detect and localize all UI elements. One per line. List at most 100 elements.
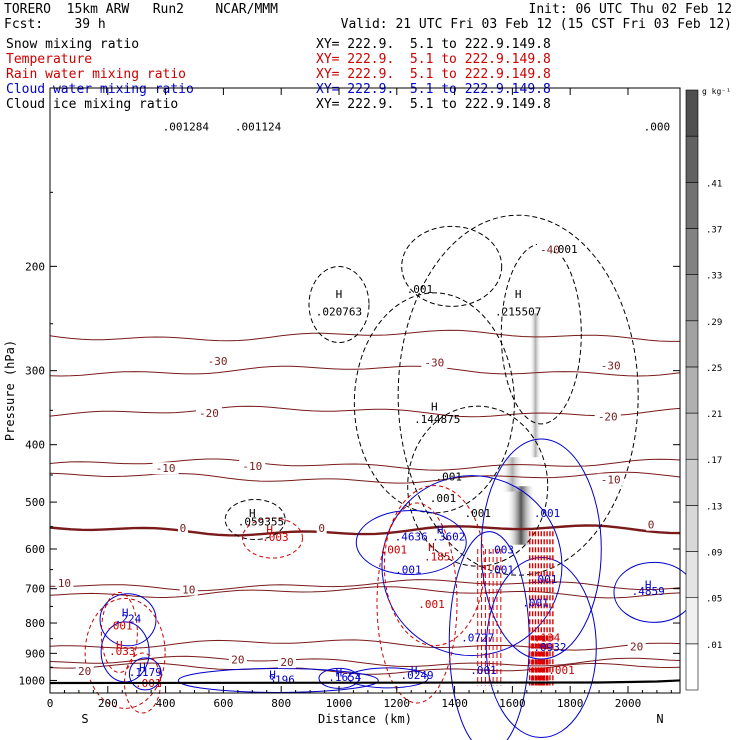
contour-16 xyxy=(177,667,379,693)
field-label-50: .001 xyxy=(548,664,575,677)
field-label-snow: Snow mixing ratio xyxy=(6,37,140,52)
temp-label-bg-16 xyxy=(75,665,94,678)
field-xy-rain: XY= 222.9. 5.1 to 222.9.149.8 xyxy=(316,67,551,82)
field-label-48: .0249 xyxy=(400,669,433,682)
y-tick-label-3: 500 xyxy=(25,496,45,509)
contour-4 xyxy=(407,405,549,567)
colorbar-level-7: .29 xyxy=(706,318,722,328)
field-label-24: H xyxy=(428,541,435,554)
colorbar-level-0: .01 xyxy=(706,641,722,651)
colorbar-level-4: .17 xyxy=(706,456,722,466)
field-label-15: .001 xyxy=(464,507,491,520)
colorbar-level-10: .41 xyxy=(706,179,722,189)
temp-label-bg-2 xyxy=(421,356,448,369)
contour-2 xyxy=(397,214,639,576)
colorbar-level-2: .09 xyxy=(706,549,722,559)
field-label-18: H xyxy=(266,524,273,537)
field-label-5: .020763 xyxy=(316,305,362,318)
x-tick-label-4: 800 xyxy=(271,697,291,710)
x-tick-label-6: 1200 xyxy=(384,697,411,710)
field-label-20: H xyxy=(437,524,444,537)
field-label-rain: Rain water mixing ratio xyxy=(6,67,187,82)
colorbar-swatch-7 xyxy=(685,320,699,368)
isotherm-0 xyxy=(49,329,680,342)
temp-label-bg-8 xyxy=(597,473,624,486)
field-label-42: .1179 xyxy=(129,666,162,679)
colorbar-level-9: .37 xyxy=(706,225,722,235)
contour-5 xyxy=(500,243,582,425)
temp-label-bg-3 xyxy=(597,359,624,372)
field-label-33: H xyxy=(122,607,129,620)
field-label-43: H xyxy=(269,668,276,681)
field-xy-temperature: XY= 222.9. 5.1 to 222.9.149.8 xyxy=(316,52,551,67)
colorbar-level-6: .25 xyxy=(706,364,722,374)
y-tick-label-7: 900 xyxy=(25,647,45,660)
field-label-14: .059355 xyxy=(238,516,284,529)
x-tick-label-9: 1800 xyxy=(557,697,584,710)
contour-1 xyxy=(353,292,515,514)
field-label-49: .001 xyxy=(470,664,497,677)
colorbar-swatch-12 xyxy=(685,89,699,137)
isotherm-1 xyxy=(49,365,681,377)
colorbar-swatch-8 xyxy=(685,274,699,322)
field-label-25: .185 xyxy=(424,551,451,564)
header-line2-left: Fcst: 39 h xyxy=(4,17,106,32)
field-label-44: .3196 xyxy=(262,673,295,686)
y-tick-label-8: 1000 xyxy=(19,674,46,687)
temp-label-10: 0 xyxy=(318,522,325,535)
field-label-13: H xyxy=(249,507,256,520)
x-tick-label-2: 400 xyxy=(156,697,176,710)
field-label-1: .001124 xyxy=(235,121,282,134)
contour-8 xyxy=(381,475,563,657)
temp-label-9: 0 xyxy=(180,522,187,535)
field-label-31: H xyxy=(645,579,652,592)
colorbar: .01 .05 .09 .13 .17 .21 .25 .29 .33 .37 .41 g kg⁻¹ xyxy=(685,87,731,691)
contour-18 xyxy=(347,667,429,689)
field-label-22: .001 xyxy=(381,543,408,556)
colorbar-swatch-9 xyxy=(685,228,699,275)
field-label-27: .001 xyxy=(488,564,515,577)
field-label-40: .0932 xyxy=(533,641,566,654)
temp-label-bg-15 xyxy=(277,656,296,669)
x-tick-label-0: 0 xyxy=(47,697,54,710)
field-label-10: .144875 xyxy=(414,413,460,426)
temp-label-13: 10 xyxy=(182,584,195,597)
field-label-19: .4636 xyxy=(395,530,428,543)
colorbar-swatch-1 xyxy=(685,597,699,645)
contour-23 xyxy=(84,597,166,709)
endpoint-left: S xyxy=(81,712,88,726)
field-label-29: .001 xyxy=(522,596,549,609)
colorbar-swatch-6 xyxy=(685,366,699,414)
temp-label-16: 20 xyxy=(78,665,91,678)
contour-15 xyxy=(128,657,162,691)
temp-label-bg-11 xyxy=(646,518,657,531)
contour-21 xyxy=(376,502,458,704)
field-label-28: .001 xyxy=(531,573,558,586)
y-tick-label-6: 800 xyxy=(25,617,45,630)
temp-label-bg-13 xyxy=(179,583,198,596)
field-label-36: .0727 xyxy=(461,632,494,645)
temp-label-1: -30 xyxy=(208,355,228,368)
contour-6 xyxy=(224,499,286,541)
x-tick-label-10: 2000 xyxy=(615,697,642,710)
temp-label-15: 20 xyxy=(280,656,293,669)
temp-label-bg-4 xyxy=(195,406,222,419)
y-tick-label-2: 400 xyxy=(25,439,45,452)
field-label-37: .134 xyxy=(534,632,561,645)
field-xy-cloud-ice: XY= 222.9. 5.1 to 222.9.149.8 xyxy=(316,97,551,112)
contour-20 xyxy=(383,485,485,647)
field-label-47: H xyxy=(411,664,418,677)
header-line2-right: Valid: 21 UTC Fri 03 Feb 12 (15 CST Fri … xyxy=(340,17,732,32)
temp-label-bg-17 xyxy=(627,640,646,653)
y-tick-label-0: 200 xyxy=(25,260,45,273)
x-tick-label-8: 1600 xyxy=(499,697,526,710)
isotherm-5 xyxy=(49,524,681,537)
contour-22 xyxy=(100,592,138,674)
contour-13 xyxy=(99,593,157,647)
mixing-ratio-contours xyxy=(84,214,695,740)
temp-label-3: -30 xyxy=(601,359,621,372)
field-label-8: .215507 xyxy=(495,305,541,318)
temp-label-6: -10 xyxy=(156,462,176,475)
field-label-17: .003 xyxy=(262,531,289,544)
temp-label-bg-1 xyxy=(204,354,231,367)
